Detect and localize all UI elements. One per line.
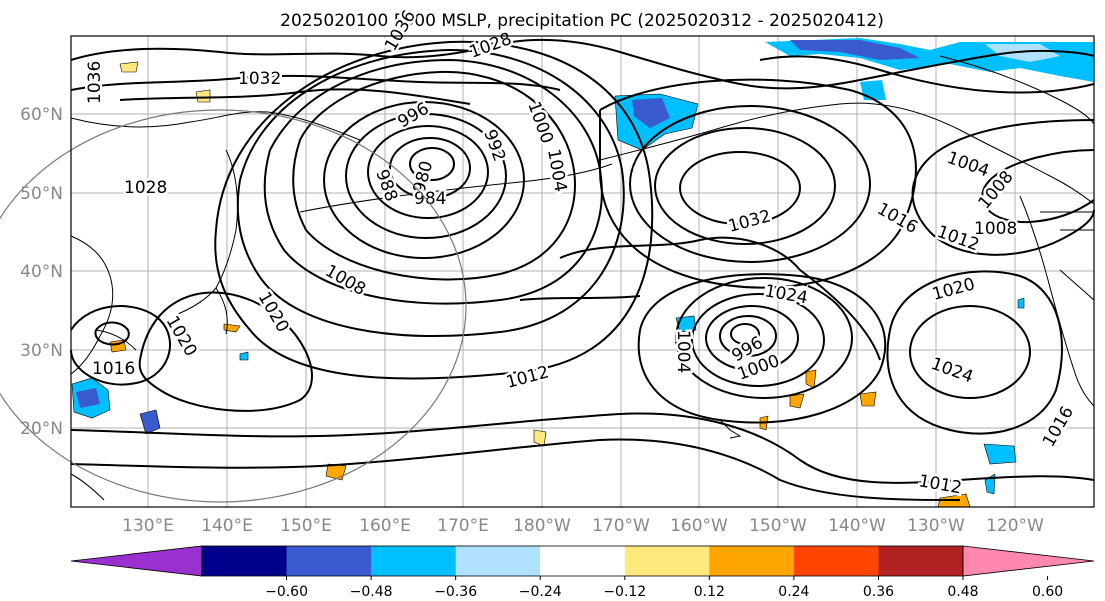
colorbar-max-arrow bbox=[962, 545, 1095, 577]
colorbar-box bbox=[793, 546, 879, 576]
colorbar-box bbox=[286, 546, 372, 576]
colorbar-frame bbox=[201, 545, 964, 577]
lon-label: 160°E bbox=[359, 516, 411, 536]
lon-label: 140°E bbox=[201, 516, 253, 536]
lat-label: 50°N bbox=[20, 184, 63, 204]
lon-label: 170°E bbox=[437, 516, 489, 536]
lat-label: 40°N bbox=[20, 262, 63, 282]
lon-label: 160°W bbox=[670, 516, 728, 536]
lon-label: 140°W bbox=[828, 516, 886, 536]
colorbar-tick-label: −0.12 bbox=[603, 584, 646, 600]
graticule bbox=[71, 36, 1094, 507]
lon-label: 150°W bbox=[749, 516, 807, 536]
colorbar-box bbox=[371, 546, 457, 576]
colorbar-tick-label: 0.48 bbox=[947, 584, 978, 600]
colorbar-box bbox=[455, 546, 541, 576]
isobar-label: 984 bbox=[414, 189, 446, 209]
colorbar-box bbox=[202, 546, 288, 576]
colorbar-box bbox=[540, 546, 626, 576]
lon-label: 130°E bbox=[122, 516, 174, 536]
isobar-label: 1036 bbox=[85, 61, 105, 104]
isobar-label: 1032 bbox=[238, 69, 281, 89]
isobar-label: 1028 bbox=[124, 178, 167, 198]
domain-circle bbox=[0, 109, 467, 503]
colorbar-tick-label: −0.36 bbox=[434, 584, 477, 600]
isobars bbox=[70, 38, 1095, 501]
isobar-label: 1016 bbox=[92, 359, 135, 379]
isobar-label: 1004 bbox=[673, 330, 693, 373]
map-title: 2025020100 F000 MSLP, precipitation PC (… bbox=[280, 11, 884, 31]
precipitation-shading bbox=[71, 38, 1094, 508]
colorbar-tick-label: 0.36 bbox=[863, 584, 894, 600]
lon-label: 180°W bbox=[513, 516, 571, 536]
colorbar: −0.60 −0.48 −0.36 −0.24 −0.12 0.12 0.24 0.36 0.4… bbox=[70, 545, 1095, 600]
colorbar-tick-label: 0.12 bbox=[694, 584, 725, 600]
lon-label: 150°E bbox=[280, 516, 332, 536]
lon-label: 130°W bbox=[907, 516, 965, 536]
map-frame bbox=[70, 35, 1095, 508]
colorbar-tick-label: 0.24 bbox=[778, 584, 809, 600]
lat-label: 20°N bbox=[20, 419, 63, 439]
colorbar-box bbox=[709, 546, 795, 576]
map-panel: 1028 1036 1032 1036 1020 1028 1000 1004 … bbox=[0, 5, 1095, 508]
lon-label: 170°W bbox=[592, 516, 650, 536]
colorbar-tick-label: −0.60 bbox=[265, 584, 308, 600]
isobar-label: 1008 bbox=[974, 219, 1017, 239]
colorbar-box bbox=[624, 546, 710, 576]
longitude-labels: 130°E 140°E 150°E 160°E 170°E 180°W 170°… bbox=[122, 516, 1044, 536]
coastlines bbox=[70, 55, 1095, 501]
colorbar-tick-label: 0.60 bbox=[1032, 584, 1063, 600]
lon-label: 120°W bbox=[986, 516, 1044, 536]
colorbar-box bbox=[878, 546, 964, 576]
colorbar-tick-label: −0.24 bbox=[519, 584, 562, 600]
colorbar-min-arrow bbox=[70, 545, 203, 577]
lat-label: 60°N bbox=[20, 105, 63, 125]
colorbar-tick-label: −0.48 bbox=[350, 584, 393, 600]
lat-label: 30°N bbox=[20, 341, 63, 361]
latitude-labels: 60°N 50°N 40°N 30°N 20°N bbox=[20, 105, 63, 439]
